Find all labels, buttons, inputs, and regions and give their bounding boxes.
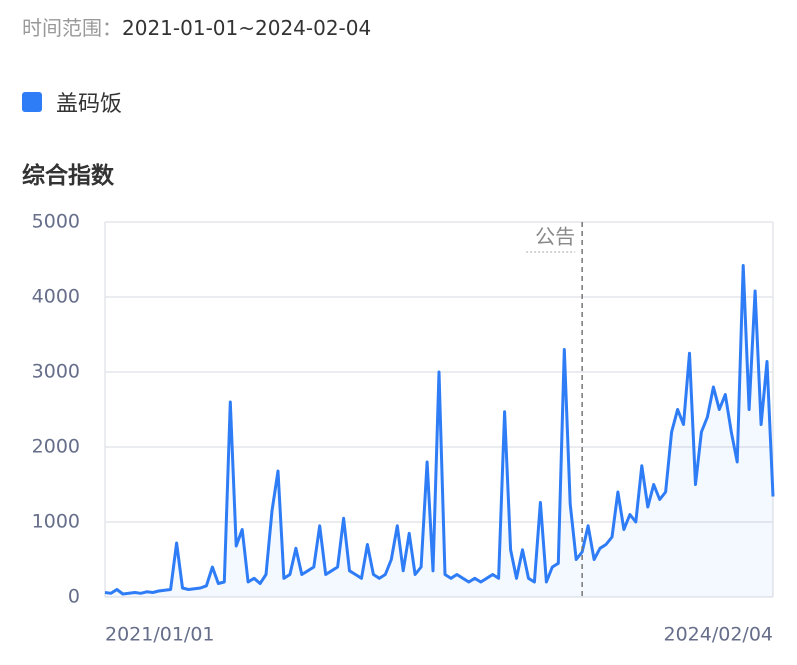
y-tick-label: 5000 (32, 211, 80, 233)
header: 时间范围：2021-01-01~2024-02-04 (22, 12, 371, 41)
y-tick-label: 0 (68, 586, 80, 608)
y-tick-label: 4000 (32, 286, 80, 308)
y-tick-label: 2000 (32, 436, 80, 458)
legend: 盖码饭 (22, 86, 122, 118)
x-tick-label: 2021/01/01 (105, 624, 215, 646)
y-tick-label: 3000 (32, 361, 80, 383)
line (104, 264, 775, 596)
range-label: 时间范围： (22, 16, 122, 40)
legend-label: 盖码饭 (56, 92, 123, 117)
annotation-label: 公告 (535, 225, 575, 249)
y-tick-label: 1000 (32, 511, 80, 533)
range-value: 2021-01-01~2024-02-04 (122, 16, 372, 40)
x-tick-label: 2024/02/04 (663, 624, 773, 646)
chart-title: 综合指数 (22, 163, 114, 189)
legend-swatch (22, 92, 42, 112)
